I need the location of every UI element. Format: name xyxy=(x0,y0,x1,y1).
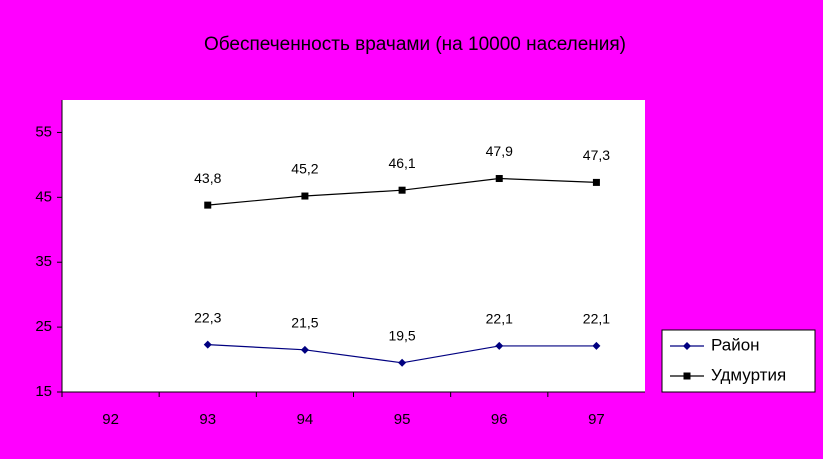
x-tick-label: 92 xyxy=(102,411,119,428)
data-point xyxy=(300,345,309,354)
legend-label: Район xyxy=(711,335,760,354)
x-tick-label: 95 xyxy=(394,411,411,428)
data-point xyxy=(203,340,212,349)
data-label: 21,5 xyxy=(291,315,318,331)
data-point xyxy=(301,192,309,200)
x-tick-label: 94 xyxy=(297,411,314,428)
data-label: 47,9 xyxy=(486,143,513,159)
data-label: 22,1 xyxy=(486,311,513,327)
data-label: 47,3 xyxy=(583,147,610,163)
y-tick-label: 35 xyxy=(35,253,52,270)
data-point xyxy=(495,175,503,183)
y-tick-label: 55 xyxy=(35,123,52,140)
data-label: 22,3 xyxy=(194,309,221,325)
legend-label: Удмуртия xyxy=(711,365,786,384)
x-tick-label: 97 xyxy=(588,411,605,428)
data-label: 45,2 xyxy=(291,161,318,177)
legend-marker xyxy=(683,342,691,350)
chart-title: Обеспеченность врачами (на 10000 населен… xyxy=(204,34,626,55)
data-label: 19,5 xyxy=(388,328,415,344)
x-tick-label: 93 xyxy=(199,411,216,428)
y-tick-label: 45 xyxy=(35,188,52,205)
data-point xyxy=(398,186,406,194)
legend xyxy=(661,329,816,393)
data-point xyxy=(495,341,504,350)
y-tick-label: 15 xyxy=(35,383,52,400)
data-point xyxy=(398,358,407,367)
data-label: 46,1 xyxy=(388,155,415,171)
legend-marker xyxy=(683,372,691,380)
y-tick-label: 25 xyxy=(35,318,52,335)
data-label: 43,8 xyxy=(194,170,221,186)
data-label: 22,1 xyxy=(583,311,610,327)
plot-area xyxy=(62,100,645,392)
data-point xyxy=(592,341,601,350)
data-point xyxy=(592,178,600,186)
x-tick-label: 96 xyxy=(491,411,508,428)
data-point xyxy=(204,201,212,209)
